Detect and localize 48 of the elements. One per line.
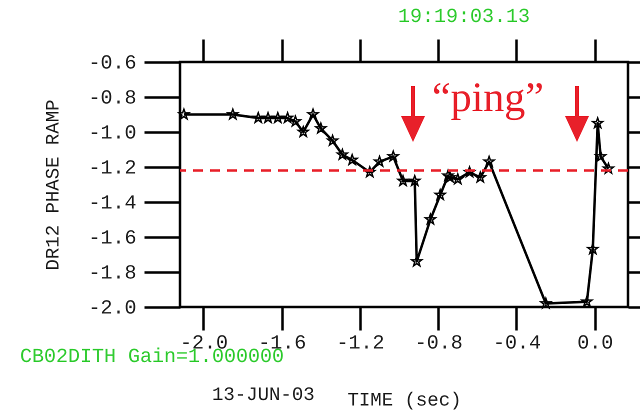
x-tick-label: -0.4 bbox=[492, 332, 541, 356]
point bbox=[474, 172, 486, 182]
point bbox=[262, 112, 274, 123]
point bbox=[374, 156, 386, 167]
y-tick-label: -2.0 bbox=[88, 298, 136, 320]
point bbox=[397, 175, 409, 186]
y-tick-label: -1.0 bbox=[88, 122, 136, 146]
point bbox=[272, 112, 284, 123]
point bbox=[336, 148, 348, 160]
point bbox=[602, 162, 614, 174]
point bbox=[592, 117, 604, 128]
point bbox=[587, 243, 599, 254]
x-axis-title: TIME (sec) bbox=[347, 390, 462, 412]
point bbox=[364, 166, 376, 178]
point bbox=[464, 166, 476, 178]
point bbox=[434, 189, 446, 200]
point bbox=[409, 175, 420, 186]
point bbox=[388, 150, 399, 162]
point bbox=[483, 156, 495, 167]
x-tick-label: -0.8 bbox=[414, 332, 463, 356]
point bbox=[326, 134, 338, 146]
point bbox=[290, 116, 302, 126]
y-tick-label: -0.6 bbox=[88, 52, 136, 76]
y-tick-label: -1.2 bbox=[88, 158, 136, 180]
point bbox=[540, 298, 552, 308]
point bbox=[452, 173, 464, 184]
y-tick-label: -1.4 bbox=[88, 192, 136, 216]
point bbox=[252, 112, 264, 123]
text: CB02DITH Gain=1.000000 bbox=[20, 346, 284, 369]
point bbox=[581, 296, 593, 307]
y-tick-label: -1.8 bbox=[88, 262, 136, 286]
y-axis-title: DR12 PHASE RAMP bbox=[42, 99, 64, 271]
point bbox=[594, 150, 606, 162]
point bbox=[282, 112, 294, 123]
point bbox=[227, 108, 239, 120]
text: 13-JUN-03 bbox=[212, 384, 315, 406]
y-tick-label: -1.6 bbox=[88, 228, 136, 250]
x-tick-label: 0.0 bbox=[577, 332, 614, 356]
y-tick-label: -0.8 bbox=[88, 88, 136, 110]
annotation: “ping” bbox=[432, 74, 544, 122]
text: 19:19:03.13 bbox=[398, 6, 530, 29]
point bbox=[315, 122, 327, 134]
point bbox=[307, 108, 319, 120]
x-tick-label: -1.2 bbox=[336, 332, 384, 356]
point bbox=[346, 154, 358, 165]
point bbox=[424, 214, 436, 224]
point bbox=[298, 126, 309, 137]
point bbox=[178, 108, 190, 120]
